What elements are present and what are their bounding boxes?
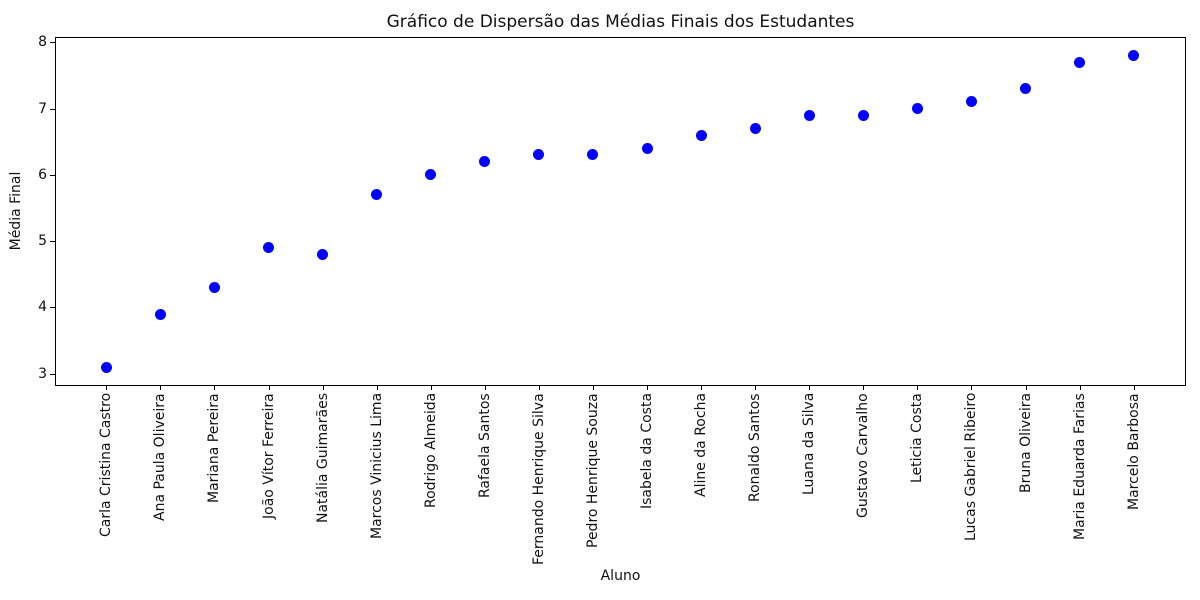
- x-tick-mark: [917, 386, 919, 390]
- data-point: [911, 103, 923, 115]
- data-point: [533, 149, 545, 161]
- y-tick-mark: [50, 108, 55, 110]
- x-tick-label: Isabela da Costa: [639, 393, 656, 510]
- x-tick-label: João Vítor Ferreira: [260, 393, 277, 519]
- y-tick-label: 5: [38, 233, 47, 250]
- x-tick-mark: [809, 386, 811, 390]
- x-tick-label: Carla Cristina Castro: [98, 393, 115, 538]
- y-tick-label: 4: [38, 299, 47, 316]
- x-tick-label: Fernando Henrique Silva: [530, 393, 547, 565]
- data-point: [641, 142, 653, 154]
- data-point: [154, 308, 166, 320]
- x-tick-mark: [160, 386, 162, 390]
- x-tick-mark: [376, 386, 378, 390]
- data-point: [317, 248, 329, 260]
- y-tick-mark: [50, 174, 55, 176]
- data-point: [857, 109, 869, 121]
- x-tick-label: Ronaldo Santos: [747, 393, 764, 502]
- x-tick-mark: [268, 386, 270, 390]
- y-tick-label: 3: [38, 365, 47, 382]
- data-point: [587, 149, 599, 161]
- x-tick-label: Rafaela Santos: [476, 393, 493, 498]
- data-point: [1128, 50, 1140, 62]
- x-tick-label: Luana da Silva: [801, 393, 818, 496]
- y-tick-label: 6: [38, 166, 47, 183]
- x-tick-mark: [484, 386, 486, 390]
- x-tick-mark: [863, 386, 865, 390]
- data-point: [371, 189, 383, 201]
- data-point: [425, 169, 437, 181]
- y-tick-label: 7: [38, 100, 47, 117]
- x-tick-mark: [1133, 386, 1135, 390]
- y-tick-mark: [50, 307, 55, 309]
- x-tick-label: Gustavo Carvalho: [855, 393, 872, 518]
- x-tick-label: Aline da Rocha: [693, 393, 710, 498]
- x-tick-mark: [430, 386, 432, 390]
- x-tick-label: Natália Guimarães: [314, 393, 331, 523]
- x-tick-label: Marcelo Barbosa: [1125, 393, 1142, 510]
- plot-area: [55, 37, 1186, 386]
- x-tick-label: Mariana Pereira: [206, 393, 223, 503]
- data-point: [695, 129, 707, 141]
- x-tick-mark: [755, 386, 757, 390]
- x-tick-label: Maria Eduarda Farias: [1071, 393, 1088, 540]
- x-tick-mark: [106, 386, 108, 390]
- x-tick-mark: [592, 386, 594, 390]
- y-tick-label: 8: [38, 34, 47, 51]
- data-point: [1020, 83, 1031, 95]
- data-point: [263, 242, 275, 254]
- y-tick-mark: [50, 42, 55, 44]
- x-tick-mark: [647, 386, 649, 390]
- x-tick-mark: [1079, 386, 1081, 390]
- x-tick-label: Leticia Costa: [909, 393, 926, 483]
- x-axis-title: Aluno: [600, 568, 641, 584]
- x-tick-mark: [214, 386, 216, 390]
- y-tick-mark: [50, 373, 55, 375]
- x-tick-mark: [538, 386, 540, 390]
- x-tick-mark: [701, 386, 703, 390]
- x-tick-label: Lucas Gabriel Ribeiro: [963, 393, 980, 542]
- data-point: [100, 361, 112, 373]
- data-point: [965, 96, 977, 108]
- data-point: [803, 109, 815, 121]
- x-tick-label: Pedro Henrique Souza: [584, 393, 601, 548]
- data-point: [749, 122, 761, 134]
- x-tick-label: Rodrigo Almeida: [422, 393, 439, 509]
- y-tick-mark: [50, 241, 55, 243]
- x-tick-mark: [322, 386, 324, 390]
- data-point: [1074, 56, 1086, 68]
- x-tick-mark: [971, 386, 973, 390]
- data-point: [479, 156, 491, 168]
- x-tick-label: Ana Paula Oliveira: [152, 393, 169, 521]
- chart-title: Gráfico de Dispersão das Médias Finais d…: [386, 12, 855, 32]
- x-tick-label: Bruna Oliveira: [1017, 393, 1034, 494]
- x-tick-label: Marcos Vinicius Lima: [368, 393, 385, 540]
- x-tick-mark: [1025, 386, 1027, 390]
- data-point: [208, 282, 220, 294]
